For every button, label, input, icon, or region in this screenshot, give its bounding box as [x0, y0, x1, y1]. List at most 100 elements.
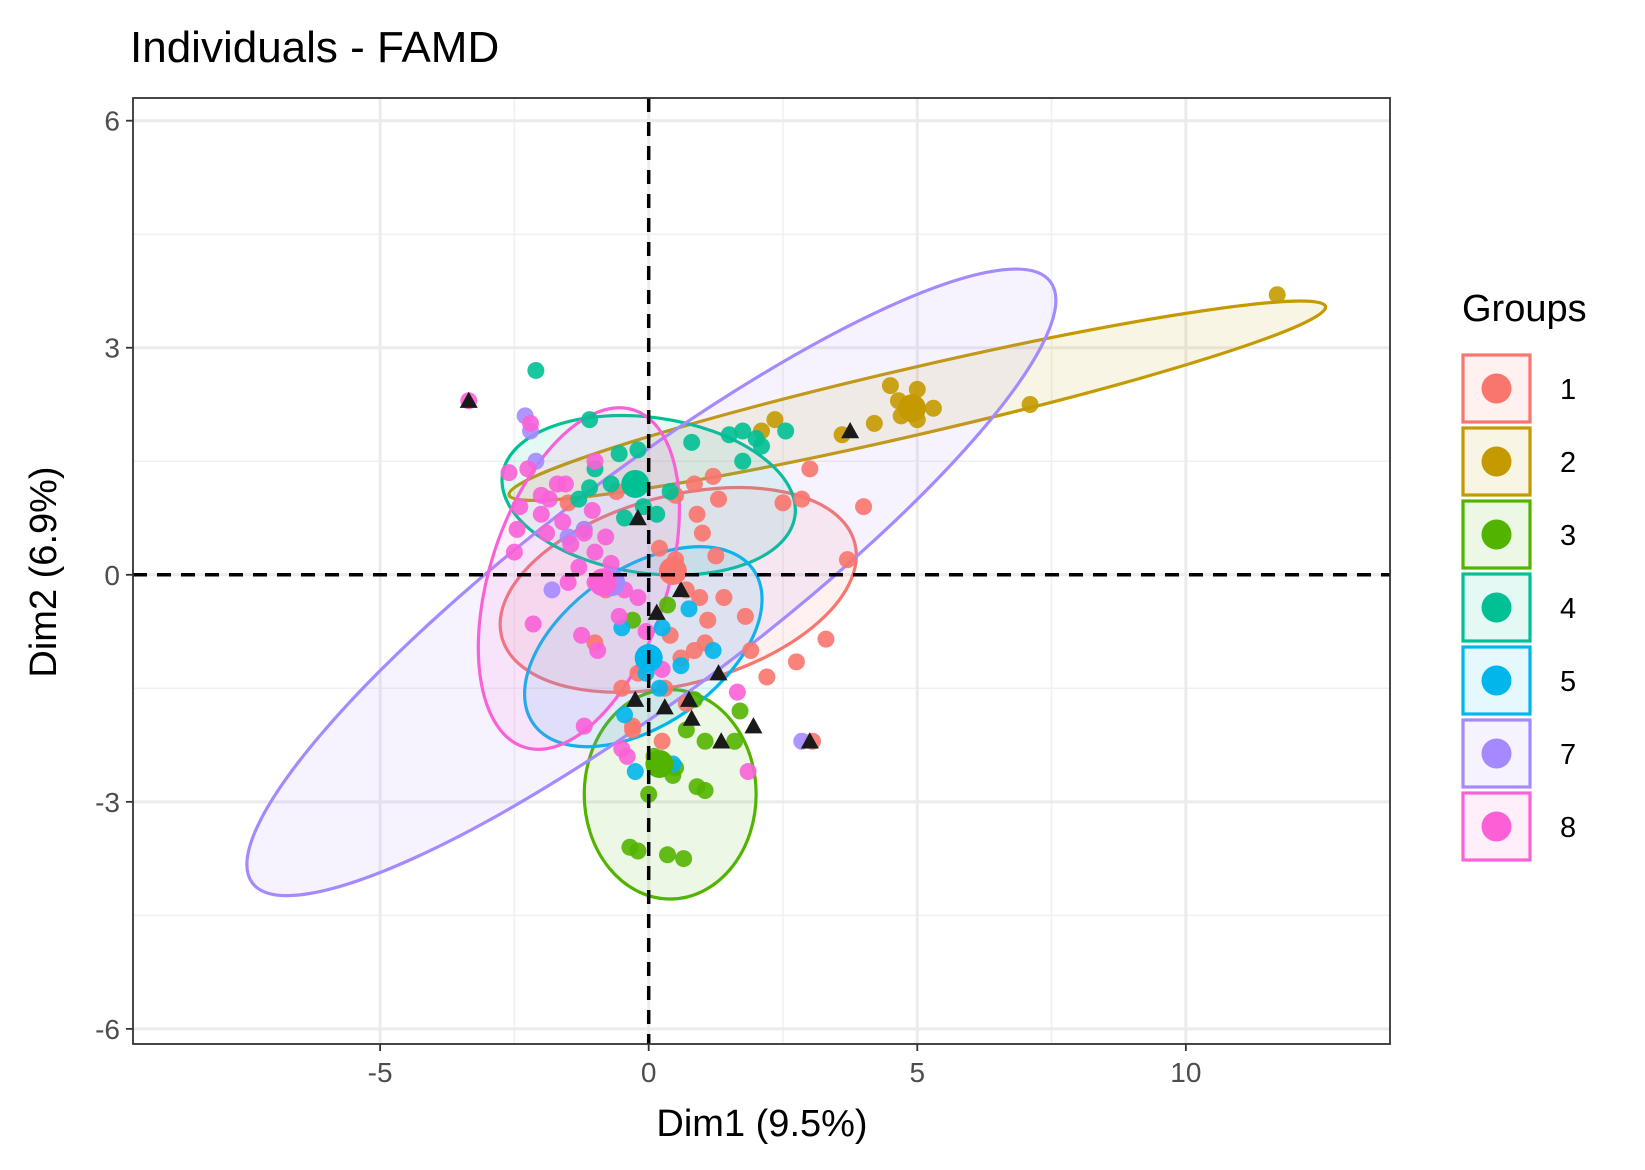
point-group-4: [648, 505, 666, 523]
point-group-8: [508, 520, 526, 538]
supplementary-triangle: [459, 391, 478, 408]
supplementary-triangle: [655, 698, 674, 715]
point-group-4: [720, 426, 738, 444]
y-tick-label: -6: [95, 1014, 120, 1045]
point-group-1: [613, 679, 631, 697]
legend-item-2: 2: [1461, 426, 1576, 497]
x-tick-label: 5: [909, 1057, 925, 1088]
point-group-8: [586, 543, 604, 561]
point-group-3: [675, 850, 693, 868]
point-group-8: [532, 486, 550, 504]
point-group-8: [575, 717, 593, 735]
point-group-1: [742, 641, 760, 659]
point-group-1: [801, 460, 819, 478]
point-group-3: [629, 842, 647, 860]
chart-title: Individuals - FAMD: [130, 23, 499, 72]
point-group-4: [570, 490, 588, 508]
centroid-group-2: [897, 394, 926, 423]
point-group-1: [650, 539, 668, 557]
point-group-1: [774, 494, 792, 512]
legend-item-1: 1: [1461, 353, 1576, 424]
point-group-8: [583, 501, 601, 519]
x-tick-label: -5: [368, 1057, 393, 1088]
point-group-4: [777, 422, 795, 440]
point-group-4: [734, 452, 752, 470]
point-group-8: [575, 524, 593, 542]
supplementary-triangle: [647, 603, 666, 620]
point-group-8: [586, 452, 604, 470]
point-group-8: [505, 543, 523, 561]
x-tick-label: 10: [1170, 1057, 1201, 1088]
point-group-8: [739, 763, 757, 781]
point-group-1: [693, 524, 711, 542]
point-group-2: [766, 411, 784, 429]
point-group-2: [1021, 396, 1039, 414]
point-group-1: [787, 653, 805, 671]
point-group-8: [554, 513, 572, 531]
supplementary-triangle: [800, 732, 819, 749]
plot-content: [133, 98, 1390, 1044]
legend-key-dot: [1481, 738, 1512, 769]
legend: Groups 1 2 3 4 5 7 8: [1461, 288, 1587, 862]
x-axis-title: Dim1 (9.5%): [656, 1103, 867, 1145]
point-group-5: [650, 679, 668, 697]
point-group-1: [653, 732, 671, 750]
point-group-5: [704, 641, 722, 659]
point-group-8: [728, 683, 746, 701]
point-group-2: [865, 414, 883, 432]
point-group-8: [524, 615, 542, 633]
legend-item-3: 3: [1461, 499, 1576, 570]
legend-label: 8: [1560, 812, 1576, 844]
point-group-8: [511, 498, 529, 516]
centroid-group-8: [589, 568, 618, 597]
point-group-5: [626, 763, 644, 781]
legend-title: Groups: [1462, 288, 1587, 330]
point-group-3: [726, 732, 744, 750]
point-group-4: [602, 475, 620, 493]
legend-label: 3: [1560, 520, 1576, 552]
legend-key-dot: [1481, 519, 1512, 550]
point-group-8: [618, 747, 636, 765]
point-group-8: [589, 641, 607, 659]
point-group-2: [908, 380, 926, 398]
point-group-8: [610, 607, 628, 625]
y-tick-label: -3: [95, 787, 120, 818]
y-tick-label: 6: [104, 106, 120, 137]
legend-item-5: 5: [1461, 645, 1576, 716]
point-group-1: [758, 668, 776, 686]
point-group-8: [559, 573, 577, 591]
point-group-4: [629, 441, 647, 459]
y-tick-label: 3: [104, 333, 120, 364]
point-group-3: [688, 778, 706, 796]
point-group-1: [736, 607, 754, 625]
y-tick-label: 0: [104, 560, 120, 591]
point-group-8: [573, 626, 591, 644]
supplementary-triangle: [841, 421, 860, 439]
plot-panel: -5 0 5 10 -6 -3 0 3 6: [95, 97, 1391, 1088]
point-group-1: [817, 630, 835, 648]
legend-label: 1: [1560, 374, 1576, 406]
supplementary-triangle: [671, 580, 690, 598]
point-group-3: [696, 732, 714, 750]
point-group-2: [924, 399, 942, 417]
legend-key-dot: [1481, 665, 1512, 696]
point-group-8: [629, 588, 647, 606]
point-group-3: [658, 596, 676, 614]
point-group-1: [838, 551, 856, 569]
point-group-5: [616, 706, 634, 724]
point-group-8: [532, 505, 550, 523]
point-group-8: [522, 414, 540, 432]
supplementary-triangle: [628, 509, 647, 526]
legend-label: 7: [1560, 739, 1576, 771]
point-group-8: [548, 475, 566, 493]
point-group-4: [527, 361, 545, 379]
supplementary-triangle: [679, 690, 698, 707]
point-group-1: [699, 611, 717, 629]
centroid-group-1: [658, 557, 687, 585]
point-group-8: [500, 464, 518, 482]
point-group-1: [688, 505, 706, 523]
point-group-8: [637, 623, 655, 641]
point-group-1: [793, 490, 811, 508]
legend-label: 4: [1560, 593, 1576, 625]
